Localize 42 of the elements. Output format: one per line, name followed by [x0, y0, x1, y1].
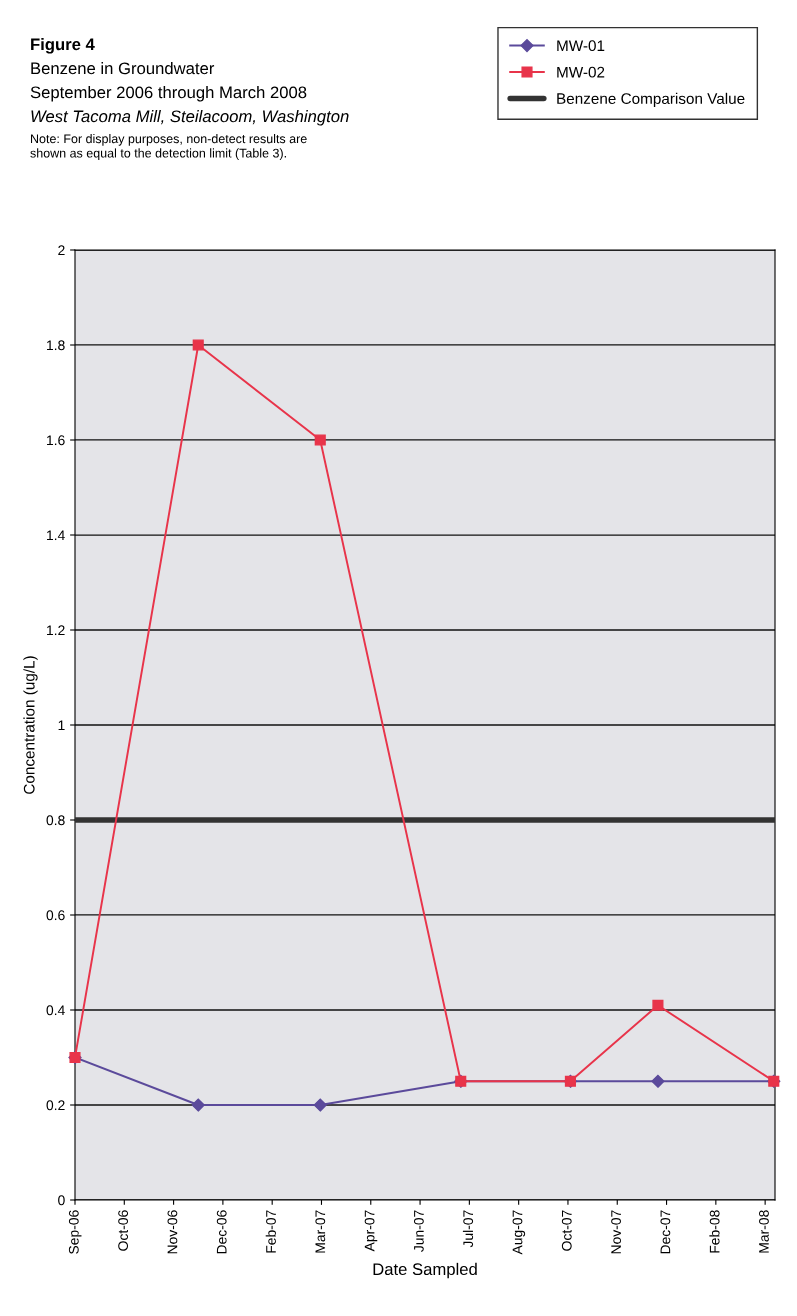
x-tick-label: Nov-07 — [611, 1210, 621, 1254]
legend-label: MW-02 — [557, 66, 605, 78]
x-tick-label: Apr-07 — [364, 1210, 378, 1252]
y-tick-label: 2 — [58, 245, 65, 256]
y-tick-label: 0.8 — [46, 815, 65, 826]
x-tick-label: Nov-06 — [167, 1210, 178, 1254]
point — [313, 1098, 327, 1112]
x-tick-label: Sep-06 — [68, 1210, 82, 1254]
x-tick-label: Mar-07 — [315, 1210, 326, 1253]
y-tick-label: 1.6 — [47, 435, 65, 446]
y-axis-title: Concentration (ug/L) — [23, 656, 38, 794]
x-tick-label: Feb-07 — [265, 1210, 276, 1253]
x-tick-label: Jul-07 — [462, 1210, 474, 1248]
y-tick-label: 0.4 — [46, 1005, 65, 1016]
point — [192, 339, 204, 351]
y-tick-label: 1.2 — [47, 625, 65, 636]
y-tick-label: 1 — [58, 720, 65, 731]
x-tick-label: Jun-07 — [413, 1210, 424, 1252]
point — [651, 1074, 665, 1088]
x-tick-label: Dec-06 — [216, 1210, 227, 1254]
chart-title: Figure 4 — [31, 38, 95, 54]
x-tick-label: Oct-06 — [118, 1210, 129, 1251]
y-tick-label: 1.8 — [47, 340, 65, 351]
point — [191, 1098, 205, 1112]
text: Note: For display purposes, non-detect results are shown as equal to the detection limit (Table 3). — [30, 134, 307, 161]
text: West Tacoma Mill, Steilacoom, Washington — [31, 110, 349, 126]
legend-label: Benzene Comparison Value — [557, 92, 745, 108]
chart-subtitle: Benzene in Groundwater — [31, 62, 215, 75]
x-tick-label: Mar-08 — [759, 1210, 769, 1253]
y-tick-label: 0.2 — [46, 1100, 65, 1111]
point — [314, 434, 326, 446]
x-tick-label: Oct-07 — [561, 1210, 572, 1251]
x-tick-label: Aug-07 — [512, 1210, 526, 1255]
legend-label: MW-01 — [557, 40, 605, 52]
x-tick-label: Feb-08 — [709, 1210, 720, 1253]
x-tick-label: Dec-07 — [660, 1210, 671, 1254]
y-tick-label: 0 — [58, 1195, 65, 1206]
text: September 2006 through March 2008 — [30, 86, 307, 102]
y-tick-label: 1.4 — [47, 530, 65, 541]
y-tick-label: 0.6 — [46, 910, 65, 921]
x-axis-title: Date Sampled — [373, 1262, 477, 1279]
point — [652, 999, 664, 1011]
